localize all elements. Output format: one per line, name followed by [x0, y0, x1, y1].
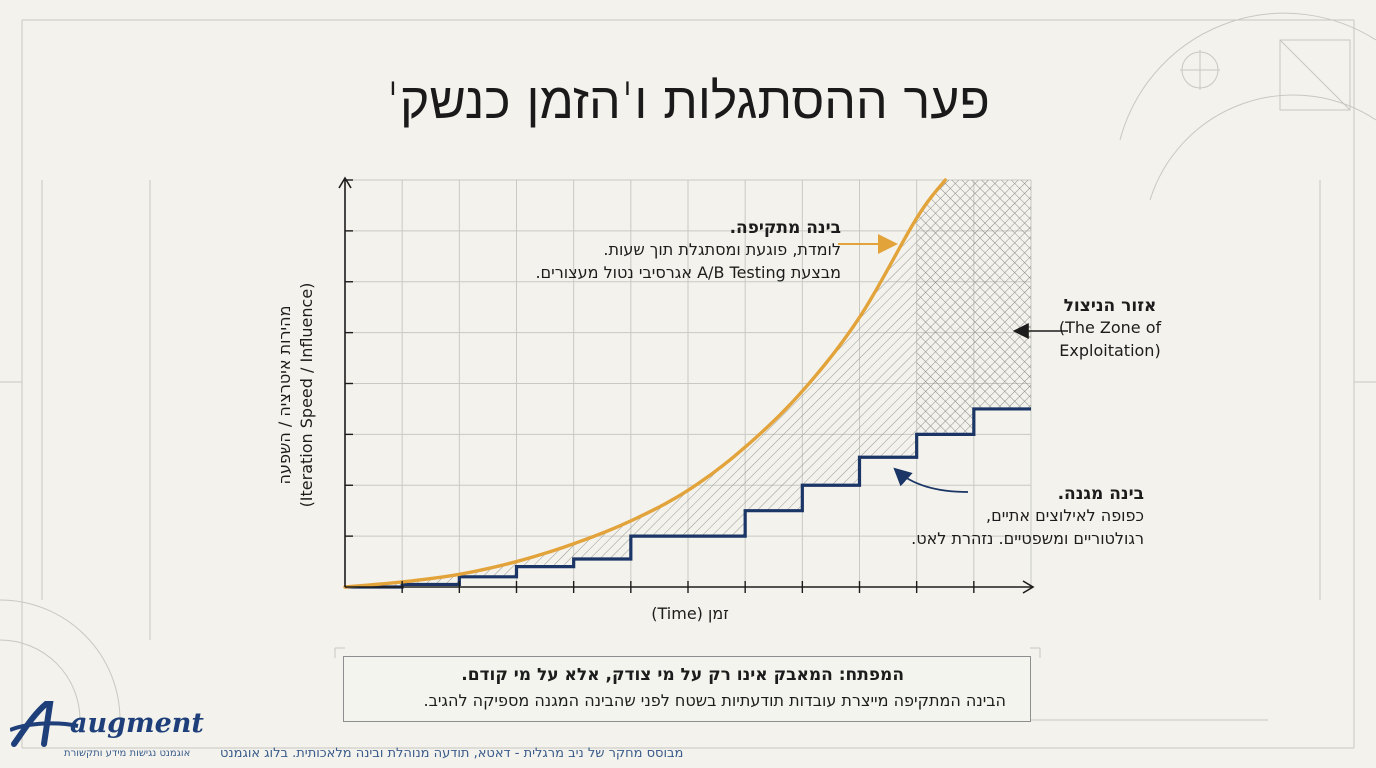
footer-credit: מבוסס מחקר של ניב מרגלית - דאטא, תודעה מ… — [220, 746, 684, 761]
y-axis-label-line: (Iteration Speed / Influence) — [297, 282, 316, 508]
zone-line: Exploitation) — [1059, 341, 1161, 360]
shaded-regions — [345, 180, 1031, 587]
x-axis-arrow-icon — [1022, 580, 1035, 594]
defensive-arrow — [893, 467, 969, 493]
aggressive-ai-annotation: בינה מתקיפה. לומדת, פוגעת ומסתגלת תוך שע… — [535, 218, 841, 284]
key-insight-text: הבינה המתקיפה מייצרת עובדות תודעתיות בשט… — [423, 691, 1006, 710]
blueprint-frame — [0, 12, 1376, 749]
defensive-ai-line: כפופה לאילוצים אתיים, — [985, 506, 1144, 525]
y-axis-label-line: מהירות איטרציה / השפעה — [275, 305, 294, 485]
zone-title: אזור הניצול — [1063, 296, 1157, 316]
key-insight-title: המפתח: המאבק אינו רק על מי צודק, אלא על … — [461, 665, 904, 685]
zone-of-exploitation-region — [916, 180, 1031, 458]
aggressive-ai-title: בינה מתקיפה. — [729, 218, 841, 238]
chart-series — [343, 178, 1031, 589]
logo-word: augment — [70, 708, 204, 739]
defensive-ai-steps — [345, 407, 1031, 589]
hatch-region-gap — [345, 218, 917, 587]
zone-annotation: אזור הניצול (The Zone of Exploitation) — [1040, 296, 1180, 362]
page-title: פער ההסתגלות ו'הזמן כנשק' — [386, 72, 990, 130]
defensive-ai-annotation: בינה מגנה. כפופה לאילוצים אתיים, רגולטור… — [911, 484, 1144, 550]
aggressive-ai-line: מבצעת A/B Testing אגרסיבי נטול מעצורים. — [535, 263, 841, 282]
defensive-ai-title: בינה מגנה. — [1057, 484, 1144, 504]
aggressive-ai-line: לומדת, פוגעת ומסתגלת תוך שעות. — [603, 240, 841, 259]
chart-axes — [338, 176, 1035, 594]
defensive-ai-line: רגולטוריים ומשפטיים. נזהרת לאט. — [911, 529, 1144, 548]
augment-logo: augment אוגמנט נגישות מידע ותקשורת — [10, 698, 210, 764]
key-insight-box: המפתח: המאבק אינו רק על מי צודק, אלא על … — [343, 656, 1031, 722]
x-axis-label: זמן (Time) — [651, 604, 729, 623]
logo-tagline: אוגמנט נגישות מידע ותקשורת — [64, 748, 191, 759]
y-axis-arrow-icon — [338, 176, 352, 189]
logo-a-mark-icon — [10, 701, 79, 747]
aggressive-ai-curve — [343, 178, 947, 589]
zone-line: (The Zone of — [1058, 318, 1162, 337]
